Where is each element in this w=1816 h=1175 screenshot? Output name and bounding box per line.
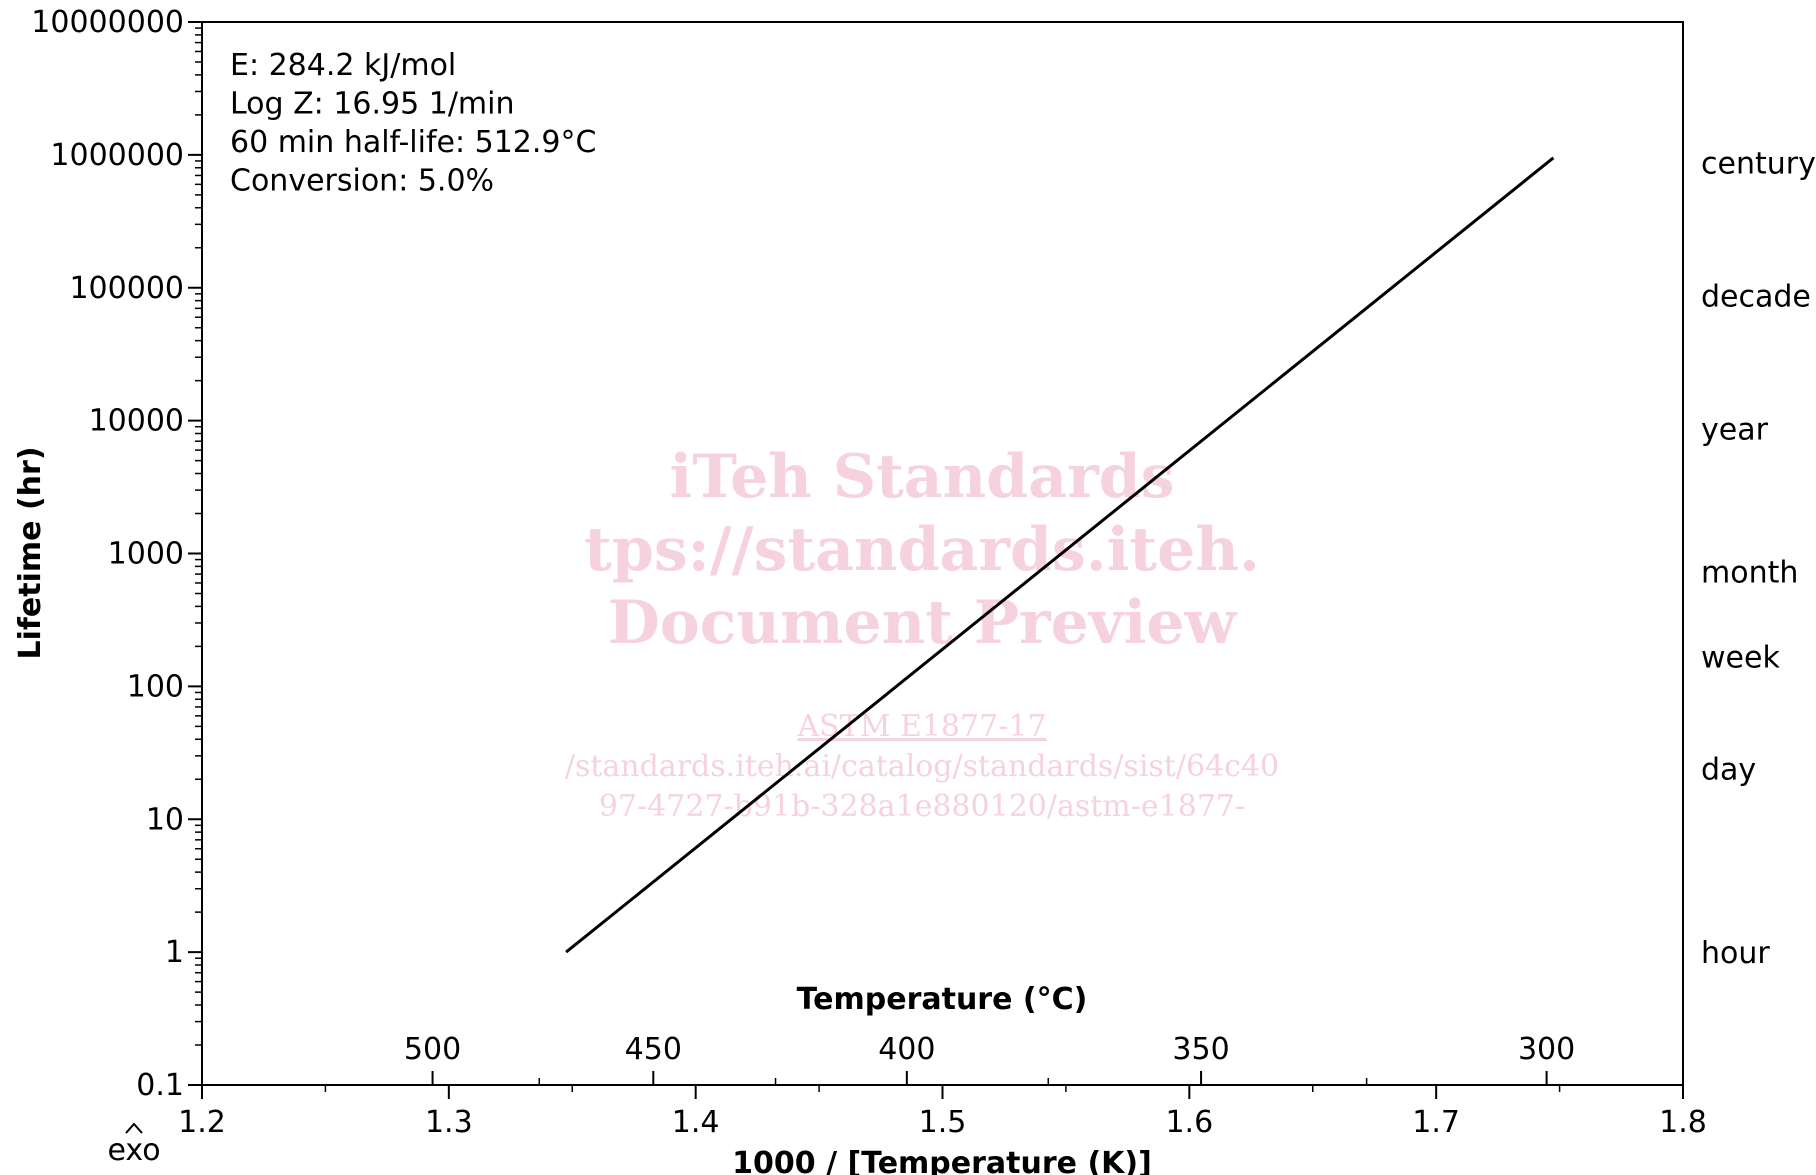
x-tick-label: 1.3 — [425, 1105, 473, 1140]
lifetime-label-decade: decade — [1701, 279, 1811, 314]
watermark-line: 97-4727-b91b-328a1e880120/astm-e1877- — [599, 789, 1245, 824]
lifetime-label-day: day — [1701, 753, 1756, 788]
annotation-line: 60 min half-life: 512.9°C — [230, 125, 596, 160]
temp-tick-label: 450 — [625, 1032, 682, 1067]
lifetime-scale-labels: hour day week month year decade century — [1701, 147, 1816, 972]
temp-tick-label: 500 — [404, 1032, 461, 1067]
x-tick-label: 1.2 — [178, 1105, 226, 1140]
lifetime-line — [565, 156, 1555, 954]
watermark-line: Document Preview — [608, 588, 1238, 658]
watermark-line: ASTM E1877-17 — [796, 709, 1046, 744]
y-axis-title: Lifetime (hr) — [13, 446, 48, 659]
watermark: iTeh Standardstps://standards.iteh.Docum… — [565, 442, 1279, 824]
lifetime-label-year: year — [1701, 412, 1769, 447]
annotation-line: Log Z: 16.95 1/min — [230, 87, 515, 122]
x-axis: 1.2 1.3 1.4 1.5 1.6 1.7 1.8 — [178, 1085, 1707, 1140]
top-axis-title: Temperature (°C) — [797, 982, 1088, 1017]
temp-tick-label: 350 — [1172, 1032, 1229, 1067]
y-tick-label: 1000000 — [50, 138, 184, 173]
y-tick-label: 10 — [146, 802, 184, 837]
y-tick-label: 0.1 — [136, 1068, 184, 1103]
x-tick-label: 1.5 — [919, 1105, 967, 1140]
watermark-line: /standards.iteh.ai/catalog/standards/sis… — [565, 749, 1279, 784]
annotation-line: Conversion: 5.0% — [230, 164, 494, 199]
watermark-line: tps://standards.iteh. — [584, 515, 1260, 585]
x-axis-title: 1000 / [Temperature (K)] — [732, 1146, 1152, 1175]
y-tick-label: 10000000 — [31, 5, 184, 40]
exo-caret-icon — [125, 1122, 143, 1134]
y-axis: 0.1 1 10 100 1000 10000 100000 1000000 10000000 — [31, 5, 202, 1103]
temperature-axis: 500 450 400 350 300 — [404, 1032, 1575, 1085]
lifetime-label-hour: hour — [1701, 936, 1770, 971]
x-tick-label: 1.6 — [1165, 1105, 1213, 1140]
lifetime-label-month: month — [1701, 556, 1798, 591]
x-tick-label: 1.7 — [1412, 1105, 1460, 1140]
exo-label: exo — [107, 1133, 160, 1168]
y-tick-label: 100 — [127, 669, 184, 704]
lifetime-label-century: century — [1701, 147, 1816, 182]
y-tick-label: 10000 — [89, 404, 184, 439]
lifetime-label-week: week — [1701, 640, 1780, 675]
series-group — [565, 156, 1555, 954]
x-tick-label: 1.4 — [672, 1105, 720, 1140]
annotation-line: E: 284.2 kJ/mol — [230, 48, 456, 83]
temp-tick-label: 300 — [1518, 1032, 1575, 1067]
x-tick-label: 1.8 — [1659, 1105, 1707, 1140]
temp-tick-label: 400 — [878, 1032, 935, 1067]
y-tick-label: 100000 — [69, 271, 184, 306]
y-tick-label: 1 — [165, 935, 184, 970]
watermark-line: iTeh Standards — [670, 442, 1175, 512]
y-tick-label: 1000 — [108, 537, 184, 572]
